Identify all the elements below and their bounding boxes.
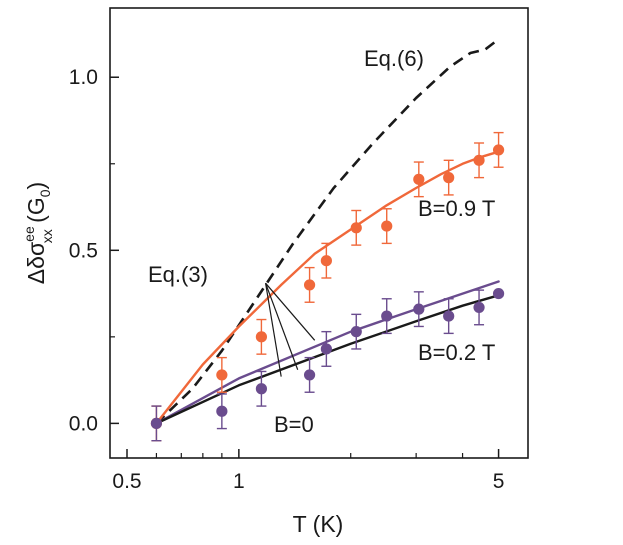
annotation-b09: B=0.9 T [418,196,495,221]
x-tick-label: 1 [233,470,245,493]
x-tick-label: 5 [493,470,505,493]
data-point-b-0-9-t [413,173,425,185]
data-point-b-0-9-t [216,369,228,381]
data-point-b-0-9-t [350,222,362,234]
y-axis-title-sub: xx [39,229,55,243]
annotation-eq3: Eq.(3) [148,262,208,287]
y-tick-label: 0.5 [69,239,98,262]
y-axis-title-sup: ee [21,226,37,242]
annotation-pointers [264,282,316,377]
data-point-b-0-9-t [492,144,505,156]
y-axis-title-tail: (G [23,197,49,229]
pointer-line [265,282,316,341]
y-axis-title-main: Δδσ [23,242,49,284]
data-point-b-0-9-t [443,172,455,184]
data-point-b-0-2-t [150,417,163,429]
tick-group: 0.5 1 5 0.0 0.5 1.0 [69,66,505,493]
pointer-line [264,283,282,377]
pointer-line [265,282,299,370]
x-axis-title: T (K) [293,511,344,537]
plot-frame [109,7,529,459]
y-axis-title-close: ) [23,182,49,190]
data-point-b-0-2-t [350,326,362,338]
data-point-b-0-2-t [381,310,393,322]
data-point-b-0-2-t [443,310,455,322]
data-point-b-0-2-t [216,405,228,417]
x-tick-label: 0.5 [112,470,141,493]
data-point-b-0-9-t [473,154,485,166]
data-point-b-0-9-t [381,220,393,232]
annotation-eq6: Eq.(6) [364,46,424,71]
series-group [150,38,505,442]
data-point-b-0-2-t [492,287,505,300]
data-point-b-0-2-t [255,383,268,395]
data-point-b-0-9-t [320,255,332,267]
annotation-b02: B=0.2 T [418,340,495,365]
data-point-b-0-9-t [255,331,268,343]
series-line-eq-3-b-0-9-t [155,150,500,425]
annotation-b0: B=0 [274,412,314,437]
y-tick-label: 1.0 [69,66,98,89]
y-axis-title-tail-sub: 0 [37,189,53,197]
data-point-b-0-2-t [473,301,485,314]
y-tick-label: 0.0 [69,412,98,435]
data-point-b-0-9-t [303,279,316,291]
data-point-b-0-2-t [413,303,425,315]
data-point-b-0-2-t [320,343,332,355]
y-axis-title: Δδσee xx (G0) [21,182,55,284]
data-point-b-0-2-t [303,369,316,381]
